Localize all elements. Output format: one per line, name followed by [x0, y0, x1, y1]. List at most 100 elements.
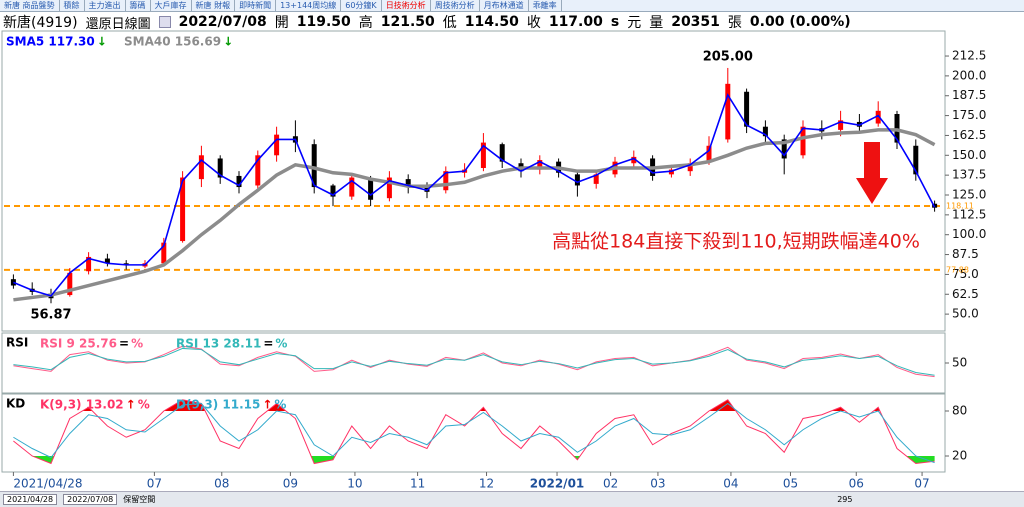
candle-body	[161, 242, 167, 264]
tab[interactable]: 新唐 商品盤勢	[0, 0, 60, 11]
candle-body	[744, 91, 750, 127]
legend-unit: %	[275, 337, 287, 351]
x-tick-label: 12	[479, 477, 494, 491]
candle-body	[913, 145, 919, 175]
candle-body	[67, 272, 73, 296]
x-tick-label: 08	[214, 477, 229, 491]
x-tick-label: 2021/04/28	[13, 477, 82, 491]
low-value: 114.50	[464, 14, 519, 30]
candle-body	[424, 185, 430, 192]
tab[interactable]: 月布林通道	[480, 0, 529, 11]
legend-entry: D(9,3) 11.15	[176, 398, 260, 412]
stock-name: 新唐(4919)	[3, 15, 78, 31]
candle-body	[725, 83, 731, 140]
candle-body	[349, 177, 355, 197]
series-line	[13, 128, 936, 302]
chart-mode[interactable]: 還原日線圖	[85, 16, 151, 32]
reference-label: 77.88	[946, 265, 969, 274]
reserve-option[interactable]: 保留空間	[123, 495, 156, 504]
candle-body	[574, 174, 580, 186]
legend-unit: %	[131, 337, 143, 351]
end-date[interactable]: 2022/07/08	[63, 494, 118, 505]
legend-entry: RSI 9 25.76	[40, 337, 117, 351]
note: 高點從184直接下殺到110,短期跌幅達40%	[552, 231, 920, 253]
tab[interactable]: 籌碼	[126, 0, 151, 11]
panel-label: RSI	[6, 336, 28, 350]
candle-body	[368, 179, 374, 200]
low-label: 低	[442, 15, 457, 31]
tab[interactable]: 積餘	[60, 0, 85, 11]
tab-bar: 新唐 商品盤勢 積餘 主力進出 籌碼 大戶庫存 新唐 財報 即時新聞 13+144周均線 60分…	[0, 0, 1024, 12]
candle-body	[405, 179, 411, 188]
y-tick-label: 100.0	[952, 227, 986, 241]
candle-body	[762, 126, 768, 137]
candle-body	[217, 158, 223, 178]
candle-body	[86, 256, 92, 272]
x-tick-label: 2022/01	[530, 477, 584, 491]
legend-trend: =	[119, 337, 129, 351]
x-tick-label: 04	[723, 477, 738, 491]
legend-entry: SMA5 117.30	[6, 35, 95, 49]
quote-date: 2022/07/08	[178, 14, 267, 30]
candle-body	[236, 175, 242, 188]
legend-trend: ↓	[223, 35, 233, 49]
start-date[interactable]: 2021/04/28	[3, 494, 58, 505]
legend-unit: %	[274, 398, 286, 412]
volume-unit: 張	[727, 15, 742, 31]
x-tick-label: 07	[147, 477, 162, 491]
series-line	[13, 345, 935, 378]
status-bar: 2021/04/28 2022/07/08 保留空間 295	[0, 491, 1024, 507]
reference-label: 118.11	[946, 201, 974, 210]
legend-trend: ↑	[126, 398, 136, 412]
x-tick-label: 02	[603, 477, 618, 491]
tab[interactable]: 周技術分析	[431, 0, 480, 11]
tab[interactable]: 主力進出	[85, 0, 126, 11]
y-tick-label: 20	[952, 449, 967, 463]
series-line	[13, 399, 935, 465]
series-line	[13, 402, 935, 464]
tab[interactable]: 即時新聞	[235, 0, 277, 11]
volume-value: 20351	[671, 14, 720, 30]
tab[interactable]: 乖離率	[529, 0, 562, 11]
tab[interactable]: 大戶庫存	[151, 0, 192, 11]
tab[interactable]: 13+144周均線	[276, 0, 342, 11]
rsi-panel-frame	[1, 332, 946, 394]
candle-body	[274, 134, 280, 156]
candle-body	[537, 160, 543, 170]
candle-body	[706, 145, 712, 162]
candle-body	[593, 174, 599, 184]
change: 0.00 (0.00%)	[749, 14, 851, 30]
y-tick-label: 80	[952, 404, 967, 418]
legend-trend: ↑	[262, 398, 272, 412]
high-label: 高	[358, 15, 373, 31]
candle-body	[499, 144, 505, 162]
tab[interactable]: 新唐 財報	[192, 0, 236, 11]
x-tick-label: 03	[650, 477, 665, 491]
candle-body	[311, 144, 317, 188]
candle-body	[443, 171, 449, 191]
candle-body	[180, 177, 186, 242]
close-label: 收	[526, 15, 541, 31]
dropdown[interactable]	[158, 16, 171, 28]
y-tick-label: 50	[952, 356, 967, 370]
candle-body	[631, 156, 637, 164]
candle-body	[104, 258, 110, 264]
legend-entry: SMA40 156.69	[124, 35, 221, 49]
quote-header: 新唐(4919) 還原日線圖 2022/07/08 開 119.50 高 121.5…	[0, 12, 1024, 32]
price-panel-frame	[1, 30, 946, 332]
tab[interactable]: 日技術分析	[382, 0, 431, 11]
y-tick-label: 175.0	[952, 108, 986, 122]
overbought-fill	[13, 399, 935, 411]
candle-body	[838, 120, 844, 130]
y-tick-label: 62.5	[952, 287, 979, 301]
y-tick-label: 137.5	[952, 168, 986, 182]
price-annotation: 56.87	[30, 308, 71, 323]
oversold-fill	[13, 456, 935, 464]
x-tick-label: 06	[849, 477, 864, 491]
y-tick-label: 162.5	[952, 128, 986, 142]
tab[interactable]: 60分鐘K	[341, 0, 382, 11]
high-value: 121.50	[380, 14, 435, 30]
volume-label: 量	[649, 15, 664, 31]
candle-body	[255, 155, 261, 186]
